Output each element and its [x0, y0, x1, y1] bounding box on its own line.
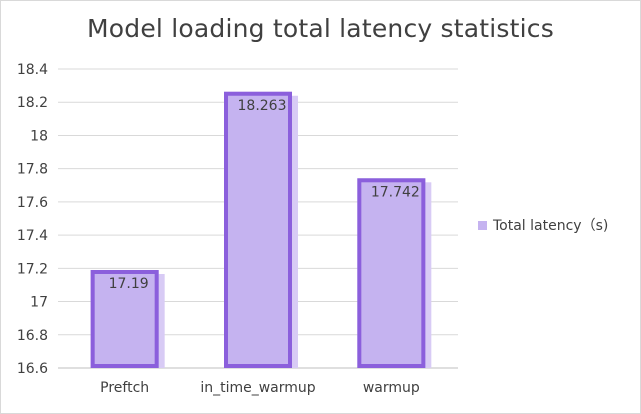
bar	[357, 178, 426, 368]
legend: Total latency（s)	[478, 215, 608, 235]
bar	[224, 91, 292, 368]
y-tick-label: 17.2	[17, 261, 48, 277]
category-label: warmup	[363, 380, 420, 396]
legend-swatch	[478, 220, 487, 230]
y-tick-label: 16.8	[17, 328, 48, 344]
data-label: 18.263	[238, 98, 287, 114]
y-tick-label: 18	[30, 128, 48, 144]
y-tick-label: 17	[30, 295, 48, 311]
bar-outline	[90, 269, 159, 368]
y-tick-label: 17.8	[17, 162, 48, 178]
y-tick-label: 18.4	[17, 62, 48, 78]
bar-outline	[224, 91, 292, 368]
y-tick-label: 18.2	[17, 95, 48, 111]
bar	[90, 269, 159, 368]
y-tick-label: 17.4	[17, 228, 48, 244]
bar-outline	[357, 178, 426, 368]
category-label: Preftch	[100, 380, 149, 396]
data-label: 17.19	[109, 276, 149, 292]
category-label: in_time_warmup	[200, 380, 315, 396]
y-tick-label: 16.6	[17, 361, 48, 377]
legend-label: Total latency（s)	[493, 218, 609, 234]
y-tick-label: 17.6	[17, 195, 48, 211]
chart-title: Model loading total latency statistics	[87, 14, 554, 43]
data-label: 17.742	[371, 184, 420, 200]
